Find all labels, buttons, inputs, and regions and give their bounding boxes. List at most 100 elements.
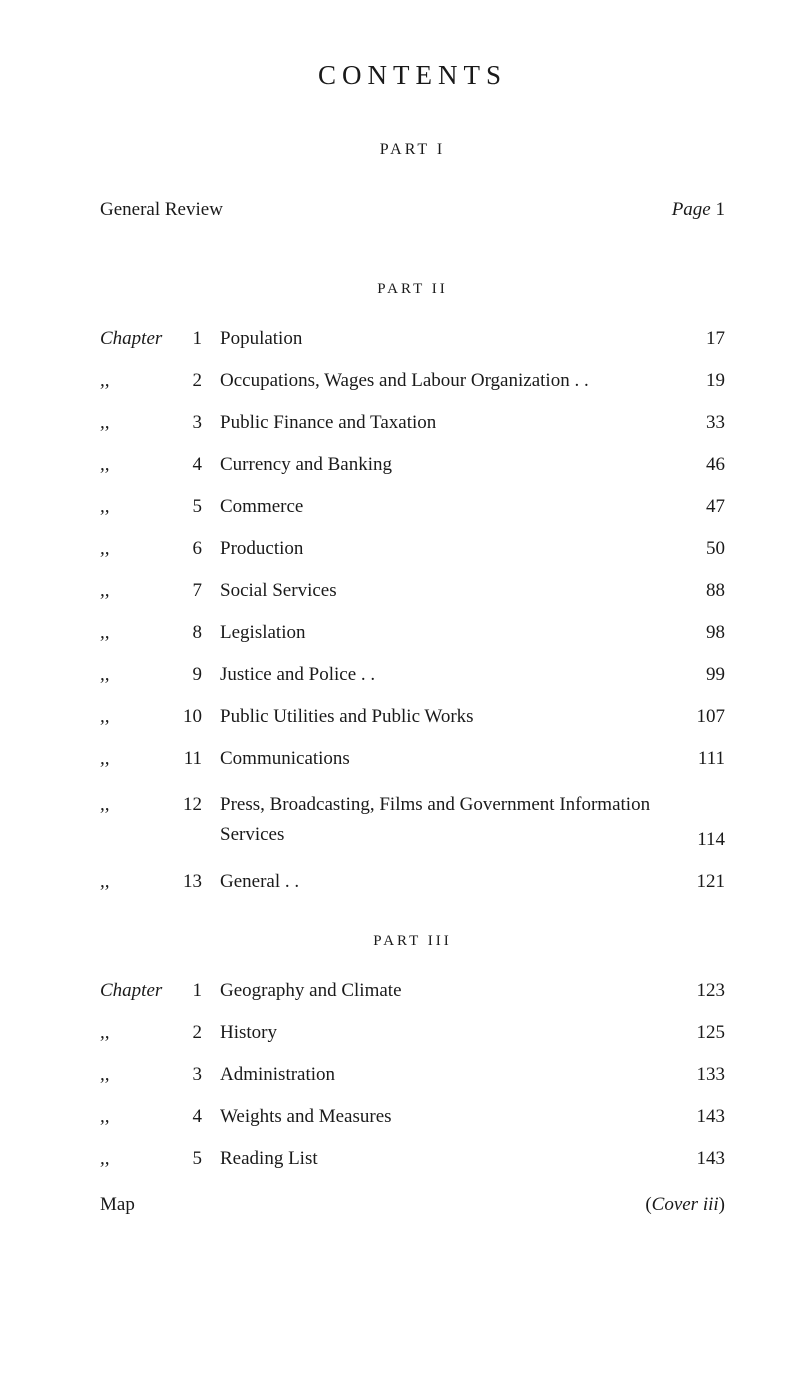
ditto-mark: ,, <box>100 1022 180 1044</box>
chapter-page: 46 <box>665 454 725 476</box>
chapter-title: History <box>220 1022 665 1044</box>
chapter-row: ,, 2 Occupations, Wages and Labour Organ… <box>100 370 725 392</box>
general-review-row: General Review Page 1 <box>100 199 725 221</box>
chapter-number: 13 <box>180 871 220 893</box>
page-1-number: 1 <box>716 199 726 220</box>
chapter-title: Reading List <box>220 1148 665 1170</box>
chapter-title: Administration <box>220 1064 665 1086</box>
chapter-row: ,, 10 Public Utilities and Public Works … <box>100 706 725 728</box>
ditto-mark: ,, <box>100 454 180 476</box>
chapter-page: 47 <box>665 496 725 518</box>
ditto-mark: ,, <box>100 496 180 518</box>
ditto-mark: ,, <box>100 538 180 560</box>
chapter-row: ,, 13 General . . 121 <box>100 871 725 893</box>
chapter-title: Legislation <box>220 622 665 644</box>
chapter-page: 114 <box>665 829 725 851</box>
chapter-page: 107 <box>665 706 725 728</box>
chapter-page: 33 <box>665 412 725 434</box>
chapter-number: 2 <box>180 1022 220 1044</box>
chapter-page: 143 <box>665 1106 725 1128</box>
ditto-mark: ,, <box>100 1106 180 1128</box>
chapter-row: ,, 9 Justice and Police . . 99 <box>100 664 725 686</box>
ditto-mark: ,, <box>100 664 180 686</box>
ditto-mark: ,, <box>100 794 180 816</box>
chapter-page: 123 <box>665 980 725 1002</box>
part-3-heading: PART III <box>100 933 725 950</box>
chapter-page: 133 <box>665 1064 725 1086</box>
ditto-mark: ,, <box>100 622 180 644</box>
map-label: Map <box>100 1194 220 1216</box>
part-2-heading: PART II <box>100 281 725 298</box>
chapter-title: Public Finance and Taxation <box>220 412 665 434</box>
chapter-title: Commerce <box>220 496 665 518</box>
chapter-number: 12 <box>180 794 220 816</box>
ditto-mark: ,, <box>100 412 180 434</box>
ditto-mark: ,, <box>100 370 180 392</box>
chapter-number: 7 <box>180 580 220 602</box>
chapter-number: 1 <box>180 328 220 350</box>
ditto-mark: ,, <box>100 1064 180 1086</box>
chapter-number: 8 <box>180 622 220 644</box>
chapter-page: 125 <box>665 1022 725 1044</box>
chapter-row: Chapter 1 Geography and Climate 123 <box>100 980 725 1002</box>
chapter-word: Chapter <box>100 980 180 1002</box>
chapter-title: Communications <box>220 748 665 770</box>
chapter-row: ,, 12 Press, Broadcasting, Films and Gov… <box>100 790 725 851</box>
map-row: Map (Cover iii) <box>100 1194 725 1216</box>
cover-ref-text: Cover iii <box>652 1194 719 1215</box>
ditto-mark: ,, <box>100 1148 180 1170</box>
general-review-label: General Review <box>100 199 223 221</box>
chapter-number: 1 <box>180 980 220 1002</box>
ditto-mark: ,, <box>100 706 180 728</box>
chapter-row: ,, 6 Production 50 <box>100 538 725 560</box>
chapter-row: ,, 5 Commerce 47 <box>100 496 725 518</box>
chapter-number: 10 <box>180 706 220 728</box>
chapter-page: 17 <box>665 328 725 350</box>
chapter-title: Social Services <box>220 580 665 602</box>
chapter-number: 2 <box>180 370 220 392</box>
chapter-title: Currency and Banking <box>220 454 665 476</box>
chapter-page: 50 <box>665 538 725 560</box>
chapter-title: Production <box>220 538 665 560</box>
chapter-row: ,, 11 Communications 111 <box>100 748 725 770</box>
part-1-heading: PART I <box>100 141 725 159</box>
ditto-mark: ,, <box>100 580 180 602</box>
chapter-page: 99 <box>665 664 725 686</box>
cover-reference: (Cover iii) <box>645 1194 725 1216</box>
chapter-row: ,, 2 History 125 <box>100 1022 725 1044</box>
chapter-title: Occupations, Wages and Labour Organizati… <box>220 370 665 392</box>
chapter-page: 88 <box>665 580 725 602</box>
chapter-row: Chapter 1 Population 17 <box>100 328 725 350</box>
chapter-number: 11 <box>180 748 220 770</box>
chapter-page: 98 <box>665 622 725 644</box>
contents-title: CONTENTS <box>100 60 725 91</box>
chapter-number: 3 <box>180 412 220 434</box>
chapter-number: 9 <box>180 664 220 686</box>
chapter-title: General . . <box>220 871 665 893</box>
chapter-number: 4 <box>180 454 220 476</box>
chapter-number: 6 <box>180 538 220 560</box>
chapter-row: ,, 4 Weights and Measures 143 <box>100 1106 725 1128</box>
ditto-mark: ,, <box>100 871 180 893</box>
chapter-page: 121 <box>665 871 725 893</box>
chapter-word: Chapter <box>100 328 180 350</box>
chapter-title: Geography and Climate <box>220 980 665 1002</box>
chapter-row: ,, 4 Currency and Banking 46 <box>100 454 725 476</box>
chapter-page: 19 <box>665 370 725 392</box>
chapter-row: ,, 7 Social Services 88 <box>100 580 725 602</box>
chapter-page: 111 <box>665 748 725 770</box>
chapter-page: 143 <box>665 1148 725 1170</box>
page-prefix: Page <box>672 199 711 220</box>
chapter-title: Weights and Measures <box>220 1106 665 1128</box>
chapter-number: 5 <box>180 1148 220 1170</box>
chapter-row: ,, 3 Public Finance and Taxation 33 <box>100 412 725 434</box>
chapter-row: ,, 5 Reading List 143 <box>100 1148 725 1170</box>
page-label: Page 1 <box>672 199 725 221</box>
chapter-row: ,, 3 Administration 133 <box>100 1064 725 1086</box>
chapter-title: Justice and Police . . <box>220 664 665 686</box>
chapter-title: Population <box>220 328 665 350</box>
chapter-row: ,, 8 Legislation 98 <box>100 622 725 644</box>
ditto-mark: ,, <box>100 748 180 770</box>
chapter-title: Public Utilities and Public Works <box>220 706 665 728</box>
chapter-title: Press, Broadcasting, Films and Governmen… <box>220 790 665 851</box>
